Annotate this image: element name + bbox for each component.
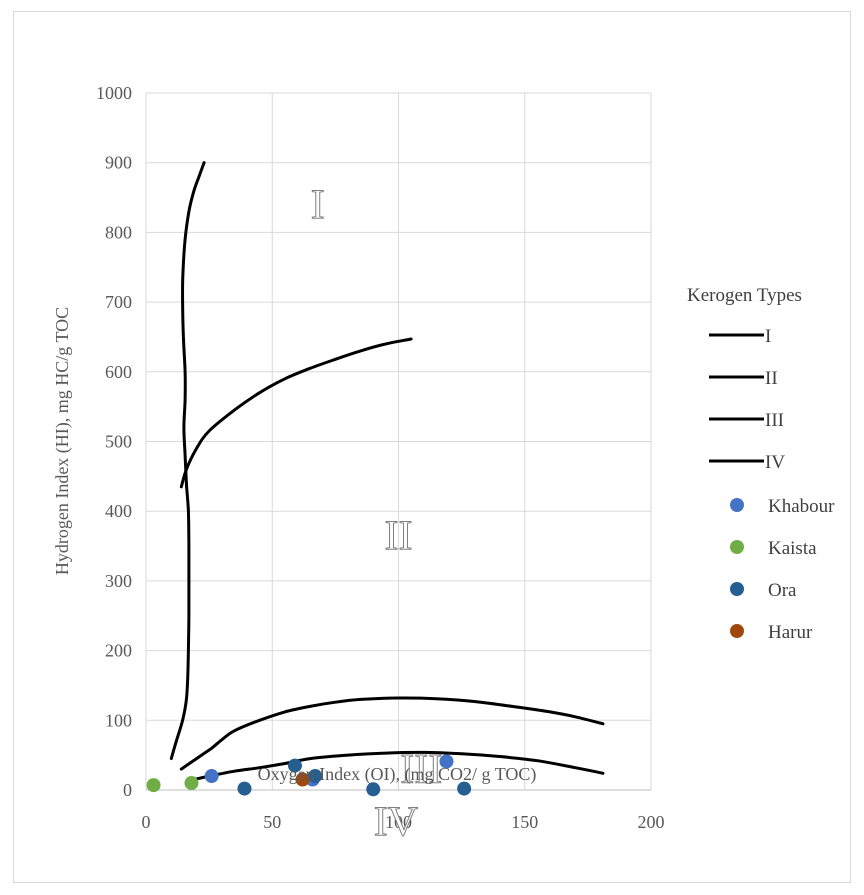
legend-label-iv: IV <box>765 452 785 473</box>
region-label-iv: IV <box>374 799 418 845</box>
x-tick-label: 100 <box>385 812 412 832</box>
y-tick-label: 900 <box>105 153 132 173</box>
point-khabour <box>204 769 219 784</box>
x-tick-label: 200 <box>638 812 665 832</box>
region-label-i: I <box>311 183 325 229</box>
y-tick-labels: 0 100 200 300 400 500 600 700 800 900 1000 <box>96 83 132 800</box>
y-tick-label: 800 <box>105 222 132 242</box>
data-points <box>146 754 472 797</box>
legend-label-i: I <box>765 326 771 347</box>
legend-marker-khabour <box>730 498 744 512</box>
region-label-iii: III <box>400 747 442 793</box>
legend-marker-ora <box>730 582 744 596</box>
legend-label-kaista: Kaista <box>768 538 817 559</box>
legend-marker-kaista <box>730 540 744 554</box>
legend-marker-harur <box>730 624 744 638</box>
kerogen-line-i <box>169 161 206 761</box>
y-tick-label: 0 <box>123 780 132 800</box>
y-tick-label: 1000 <box>96 83 132 103</box>
y-tick-label: 300 <box>105 571 132 591</box>
point-ora <box>287 758 302 773</box>
y-tick-label: 200 <box>105 641 132 661</box>
kerogen-lines <box>169 161 605 781</box>
y-tick-label: 600 <box>105 362 132 382</box>
legend-label-ii: II <box>765 368 778 389</box>
point-kaista <box>146 778 161 793</box>
point-ora <box>457 781 472 796</box>
x-axis-title: Oxygen Index (OI), (mg CO2/ g TOC) <box>258 764 537 785</box>
kerogen-line-iv <box>192 750 605 781</box>
x-tick-label: 150 <box>511 812 538 832</box>
point-kaista <box>184 776 199 791</box>
point-ora <box>366 782 381 797</box>
y-tick-label: 700 <box>105 292 132 312</box>
y-tick-label: 100 <box>105 710 132 730</box>
x-tick-label: 0 <box>142 812 151 832</box>
chart-frame <box>13 11 851 883</box>
point-khabour <box>439 754 454 769</box>
legend-label-ora: Ora <box>768 580 797 601</box>
kerogen-line-ii <box>179 337 413 489</box>
legend-title: Kerogen Types <box>687 285 802 306</box>
point-ora <box>237 781 252 796</box>
point-ora <box>308 769 323 784</box>
region-label-ii: II <box>385 514 413 560</box>
legend-label-khabour: Khabour <box>768 496 835 517</box>
x-tick-label: 50 <box>263 812 281 832</box>
legend: Kerogen Types IIIIIIIVKhabourKaistaOraHa… <box>687 285 835 643</box>
x-tick-labels: 0 50 100 150 200 <box>142 812 665 832</box>
y-tick-label: 500 <box>105 432 132 452</box>
gridlines <box>145 92 652 791</box>
y-tick-label: 400 <box>105 501 132 521</box>
point-harur <box>295 772 310 787</box>
legend-label-harur: Harur <box>768 622 813 643</box>
y-axis-title: Hydrogen Index (HI), mg HC/g TOC <box>52 307 73 575</box>
kerogen-line-iii <box>179 696 605 771</box>
legend-label-iii: III <box>765 410 784 431</box>
